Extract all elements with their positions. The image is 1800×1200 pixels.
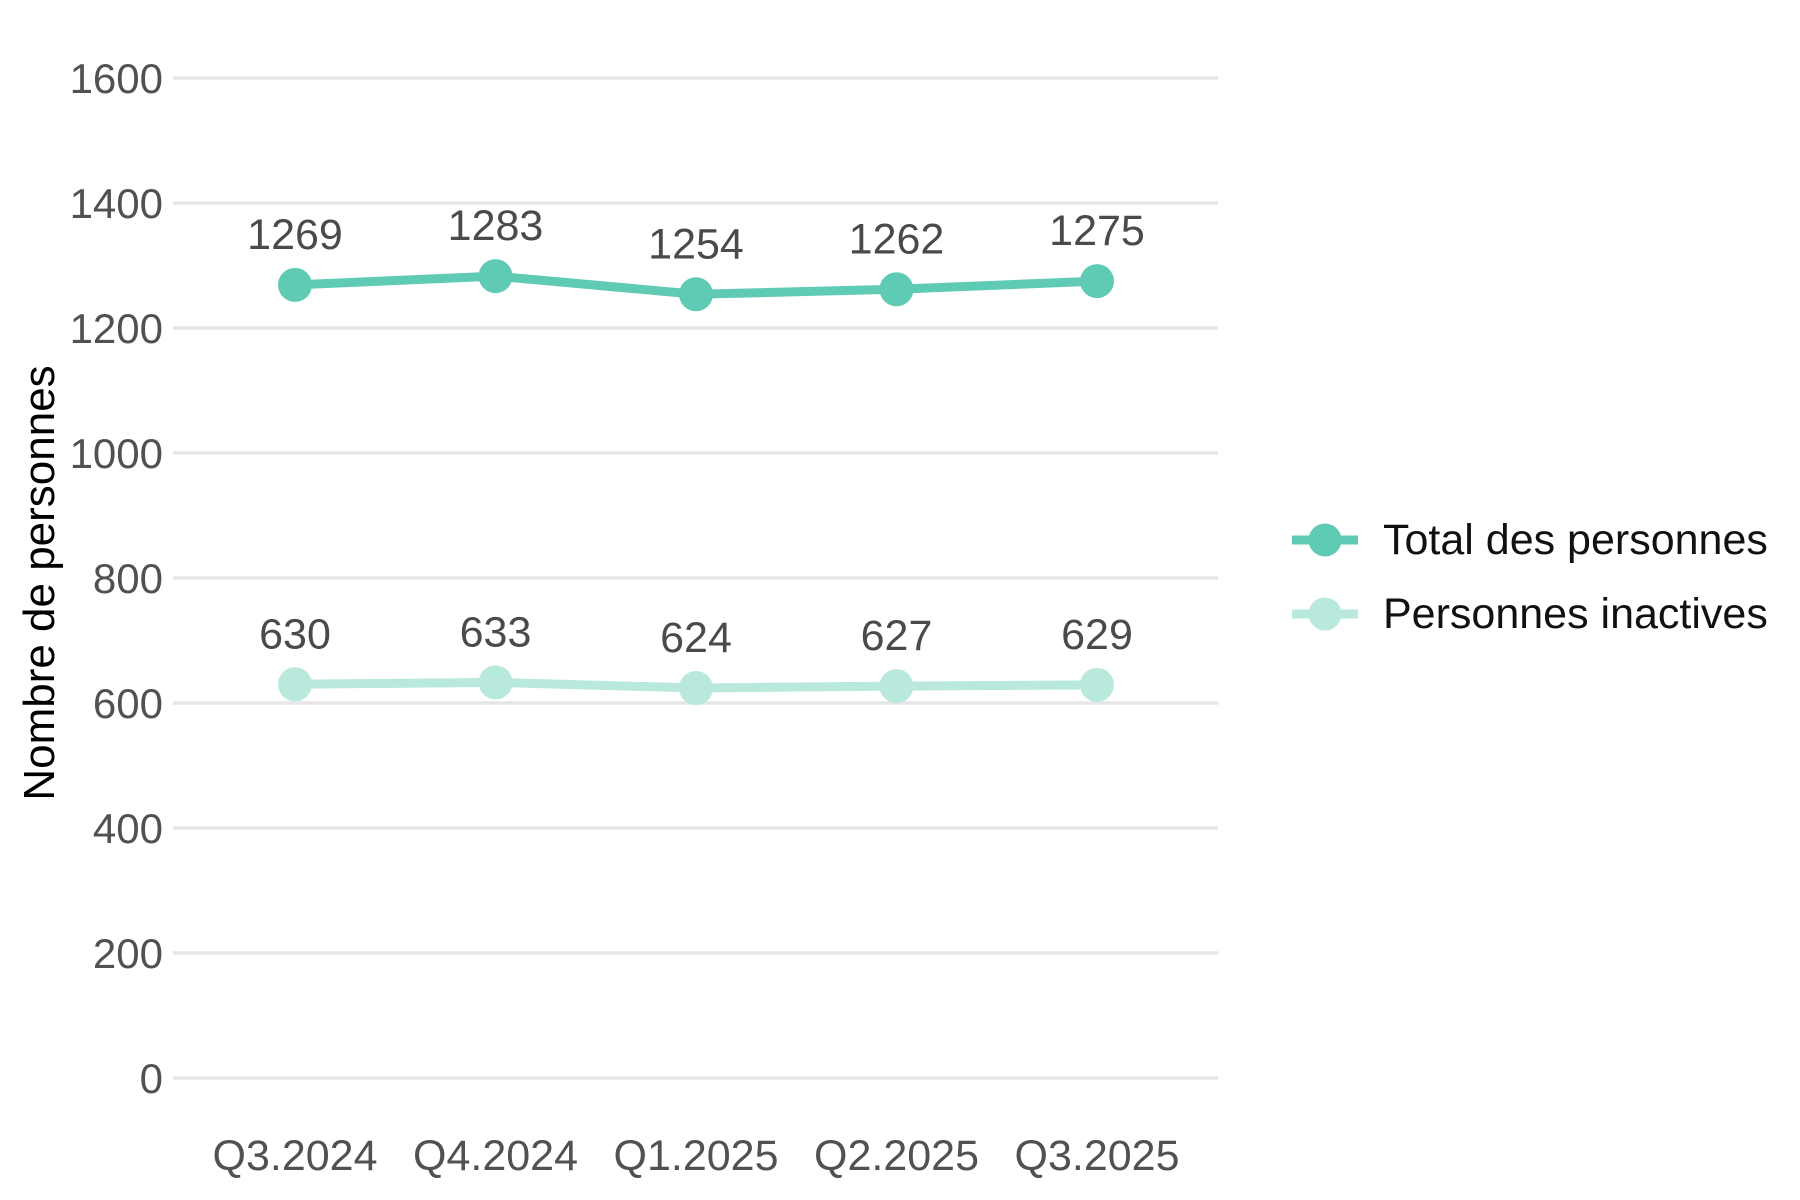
legend-label-total-des-personnes: Total des personnes xyxy=(1383,515,1768,564)
x-tick-label: Q3.2024 xyxy=(213,1132,378,1180)
data-point-marker[interactable] xyxy=(478,665,513,700)
data-point-label: 630 xyxy=(259,610,331,658)
data-point-label: 1254 xyxy=(648,220,744,268)
data-point-marker[interactable] xyxy=(1080,264,1114,299)
legend-item-personnes-inactives[interactable]: Personnes inactives xyxy=(1292,577,1768,651)
data-point-label: 1269 xyxy=(247,211,343,259)
legend-label-personnes-inactives: Personnes inactives xyxy=(1383,589,1768,638)
legend: Total des personnes Personnes inactives xyxy=(1292,503,1768,651)
data-point-marker[interactable] xyxy=(478,259,513,294)
data-point-label: 1262 xyxy=(849,215,945,263)
y-tick-label: 1000 xyxy=(70,430,163,477)
legend-item-total-des-personnes[interactable]: Total des personnes xyxy=(1292,503,1768,577)
y-tick-label: 1400 xyxy=(70,180,163,227)
data-point-marker[interactable] xyxy=(879,272,914,307)
data-point-marker[interactable] xyxy=(679,671,713,705)
y-axis-title: Nombre de personnes xyxy=(15,365,64,801)
data-point-label: 624 xyxy=(660,614,732,662)
y-tick-label: 0 xyxy=(140,1055,163,1102)
x-tick-label: Q4.2024 xyxy=(413,1132,578,1180)
data-point-label: 1275 xyxy=(1049,207,1145,255)
data-point-marker[interactable] xyxy=(278,667,312,702)
x-tick-label: Q3.2025 xyxy=(1015,1132,1180,1180)
data-point-marker[interactable] xyxy=(1080,667,1114,702)
data-point-marker[interactable] xyxy=(679,277,713,312)
x-tick-label: Q1.2025 xyxy=(614,1132,779,1180)
data-point-marker[interactable] xyxy=(879,669,914,704)
y-tick-label: 200 xyxy=(93,930,163,977)
data-point-label: 627 xyxy=(861,612,933,660)
data-point-label: 629 xyxy=(1061,611,1133,659)
y-tick-label: 600 xyxy=(93,680,163,727)
y-tick-label: 800 xyxy=(93,555,163,602)
data-point-marker[interactable] xyxy=(278,267,312,302)
y-tick-label: 400 xyxy=(93,805,163,852)
y-tick-label: 1200 xyxy=(70,305,163,352)
legend-key-line-marker-icon xyxy=(1292,523,1358,557)
x-tick-label: Q2.2025 xyxy=(814,1132,979,1180)
y-tick-label: 1600 xyxy=(70,55,163,102)
data-point-label: 633 xyxy=(460,608,532,656)
legend-key-line-marker-icon xyxy=(1292,597,1358,631)
data-point-label: 1283 xyxy=(448,202,544,250)
